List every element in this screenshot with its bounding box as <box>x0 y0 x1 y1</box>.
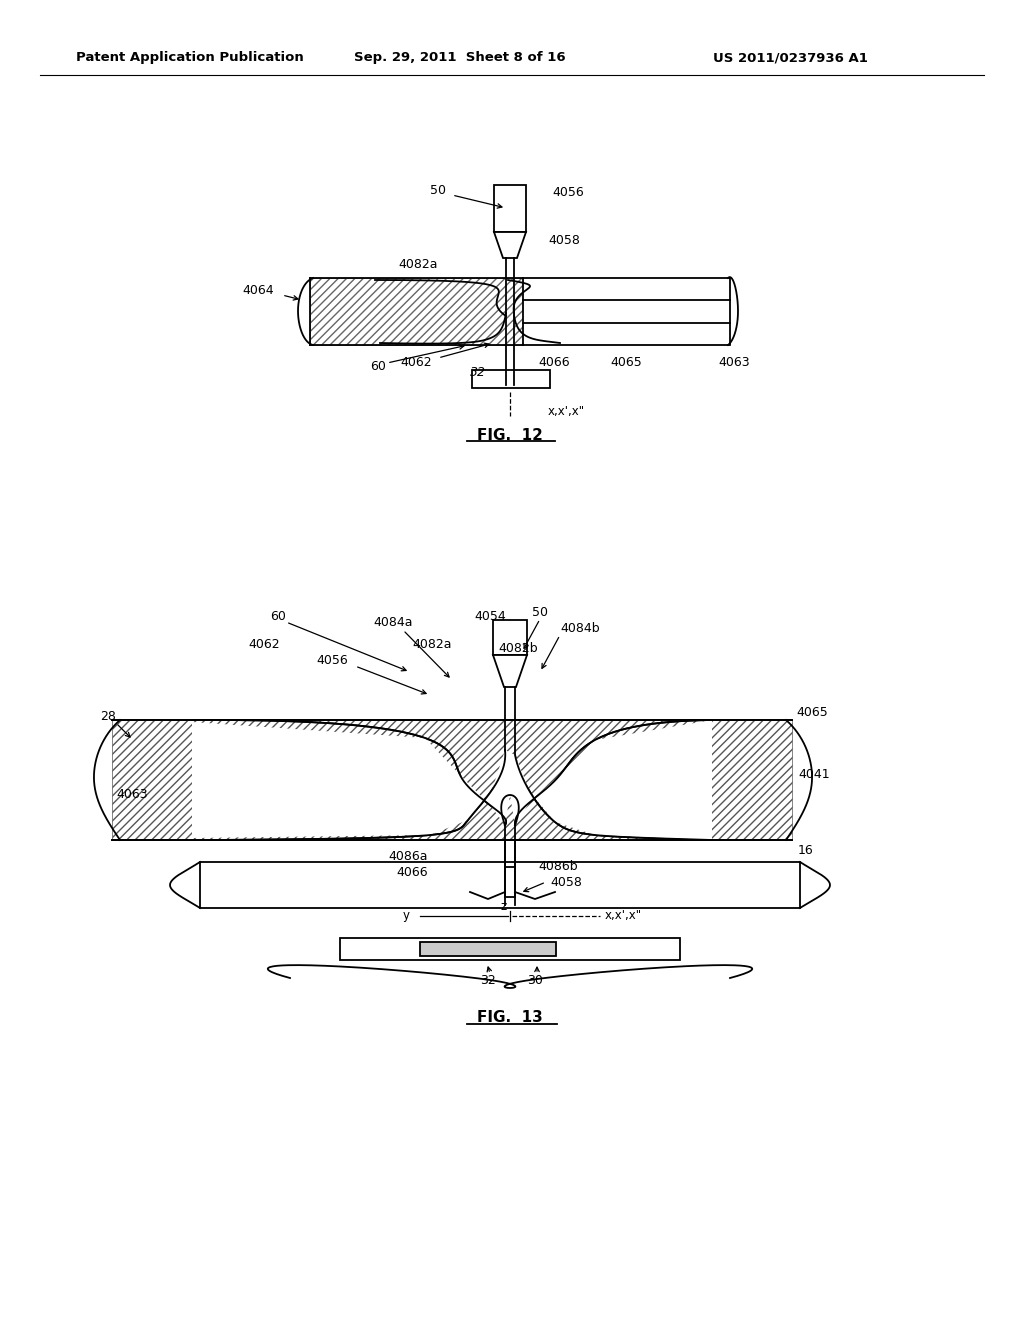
Polygon shape <box>494 185 526 232</box>
Text: 4054: 4054 <box>474 610 506 623</box>
Text: 4082a: 4082a <box>413 639 452 652</box>
Text: z: z <box>501 899 507 912</box>
Text: US 2011/0237936 A1: US 2011/0237936 A1 <box>713 51 867 65</box>
Polygon shape <box>193 719 712 840</box>
Text: 4066: 4066 <box>538 356 569 370</box>
Polygon shape <box>420 942 556 956</box>
Text: 4041: 4041 <box>798 768 829 781</box>
Text: 4082b: 4082b <box>498 642 538 655</box>
Text: 4086b: 4086b <box>538 859 578 873</box>
Text: 4084b: 4084b <box>560 622 600 635</box>
Polygon shape <box>200 862 800 908</box>
Text: x,x',x": x,x',x" <box>605 909 642 923</box>
Text: 16: 16 <box>798 843 814 857</box>
Text: 4056: 4056 <box>316 653 348 667</box>
Polygon shape <box>340 939 680 960</box>
Text: 4056: 4056 <box>552 186 584 198</box>
Text: 60: 60 <box>370 360 386 374</box>
Text: 4065: 4065 <box>610 356 642 370</box>
Text: FIG.  12: FIG. 12 <box>477 428 543 442</box>
Text: 4066: 4066 <box>396 866 428 879</box>
Text: 28: 28 <box>100 710 116 722</box>
Polygon shape <box>493 655 527 686</box>
Text: 4082a: 4082a <box>398 259 438 272</box>
Text: x,x',x": x,x',x" <box>548 405 585 418</box>
Text: Patent Application Publication: Patent Application Publication <box>76 51 304 65</box>
Text: 4063: 4063 <box>116 788 147 801</box>
Text: 4086a: 4086a <box>388 850 428 862</box>
Text: FIG.  13: FIG. 13 <box>477 1011 543 1026</box>
Text: Sep. 29, 2011  Sheet 8 of 16: Sep. 29, 2011 Sheet 8 of 16 <box>354 51 566 65</box>
Polygon shape <box>494 232 526 257</box>
Text: 4064: 4064 <box>243 284 274 297</box>
Text: y: y <box>403 909 410 923</box>
Text: 4063: 4063 <box>718 356 750 370</box>
Text: 4065: 4065 <box>796 705 827 718</box>
Text: 4058: 4058 <box>548 234 580 247</box>
Text: 4084a: 4084a <box>374 616 413 630</box>
Polygon shape <box>523 279 730 345</box>
Text: 32: 32 <box>480 974 496 986</box>
Polygon shape <box>310 279 523 345</box>
Text: 50: 50 <box>430 183 446 197</box>
Text: 4062: 4062 <box>400 356 432 370</box>
Polygon shape <box>505 867 515 898</box>
Text: 4058: 4058 <box>550 875 582 888</box>
Text: 4062: 4062 <box>248 639 280 652</box>
Text: 32: 32 <box>470 367 486 380</box>
Text: 30: 30 <box>527 974 543 986</box>
Text: 50: 50 <box>532 606 548 619</box>
Polygon shape <box>112 719 792 840</box>
Polygon shape <box>493 620 527 655</box>
Text: 60: 60 <box>270 610 286 623</box>
